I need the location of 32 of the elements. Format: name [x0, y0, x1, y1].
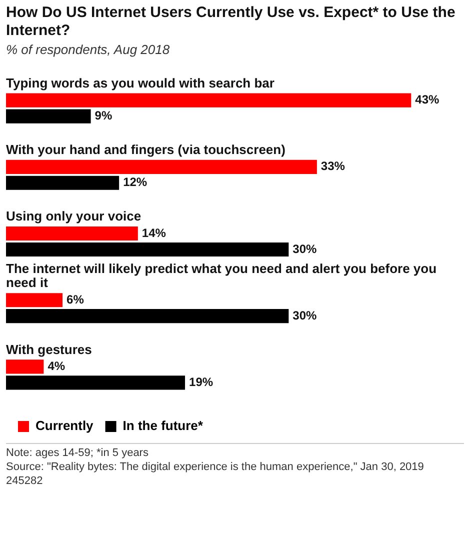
y-tick-label: With gestures [6, 342, 92, 357]
data-label: 4% [48, 359, 66, 374]
bar [6, 226, 138, 241]
bar [6, 376, 186, 390]
data-label: 9% [94, 108, 112, 123]
chart-subtitle: % of respondents, Aug 2018 [6, 42, 171, 57]
legend-label: In the future* [122, 418, 204, 434]
bar [6, 176, 120, 190]
data-label: 30% [292, 308, 318, 322]
data-label: 30% [292, 242, 318, 256]
chart-title: How Do US Internet Users Currently Use vs. Expect* to Use the Internet? [6, 4, 456, 40]
data-label: 14% [142, 226, 166, 240]
data-label: 19% [189, 375, 214, 390]
text: Note: ages 14-59; *in 5 years [6, 447, 150, 460]
data-label: 43% [415, 92, 440, 107]
y-tick-label: Typing words as you would with search bar [6, 75, 274, 90]
data-label: 12% [123, 175, 148, 190]
text: 245282 [6, 475, 44, 488]
bar [6, 293, 63, 308]
bar [6, 160, 317, 174]
bar [6, 109, 91, 124]
data-label: 33% [320, 159, 346, 174]
legend-label: Currently [36, 418, 94, 434]
y-tick-label: The internet will likely predict what you need and alert you before you need it [6, 261, 437, 290]
source-note: Source: "Reality bytes: The digital experience is the human experience," Jan 30, 2019 [6, 461, 425, 474]
bar [6, 93, 412, 108]
data-label: 6% [66, 292, 84, 306]
bar [6, 242, 289, 257]
bar [6, 360, 44, 374]
y-tick-label: With your hand and fingers (via touchscreen) [6, 142, 286, 157]
bar [6, 309, 289, 324]
y-tick-label: Using only your voice [6, 208, 142, 224]
